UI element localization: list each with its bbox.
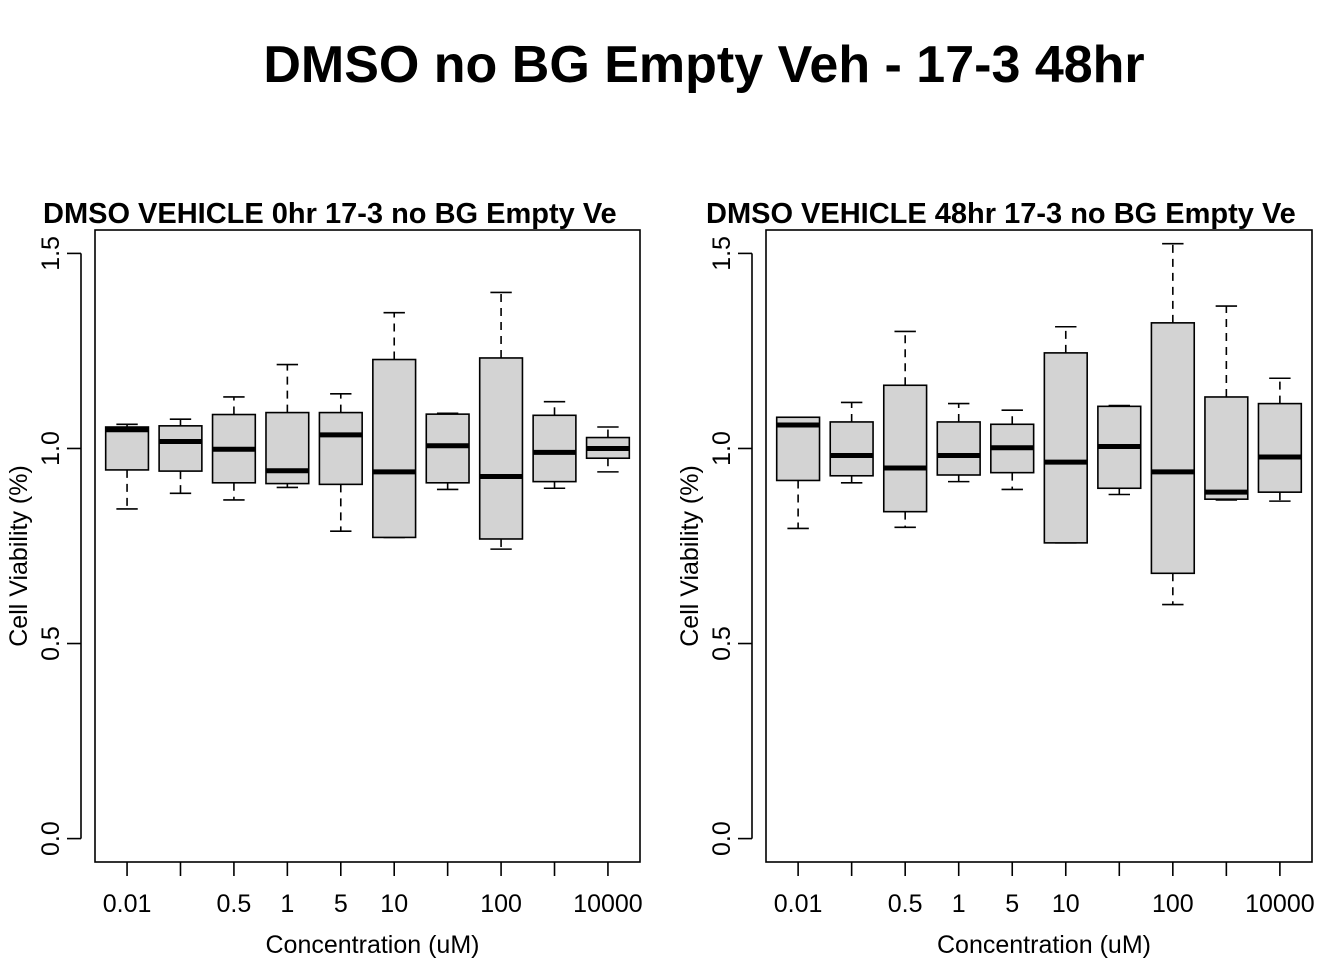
x-axis-label: Concentration (uM) — [266, 931, 480, 959]
box-1 — [936, 402, 981, 483]
boxplot-panel-0hr: DMSO VEHICLE 0hr 17-3 no BG Empty Ve 0.0 0… — [5, 198, 643, 959]
box-iqr — [158, 425, 203, 472]
box-iqr — [936, 421, 981, 476]
box-0.5 — [882, 330, 928, 529]
y-tick-label: 1.0 — [708, 431, 736, 466]
box-iqr — [318, 411, 363, 486]
x-tick-label: 0.01 — [774, 890, 823, 918]
box-100 — [478, 291, 524, 550]
box-iqr — [882, 384, 928, 513]
box-iqr — [1150, 322, 1196, 575]
box-0.1 — [158, 418, 203, 495]
y-tick-label: 1.0 — [37, 431, 65, 466]
x-tick-label: 5 — [1005, 890, 1019, 918]
box-iqr — [1257, 402, 1303, 493]
y-tick-label: 0.5 — [37, 626, 65, 661]
x-tick-label: 10000 — [573, 890, 643, 918]
x-tick-label: 0.5 — [217, 890, 252, 918]
box-1000 — [532, 400, 577, 490]
box-0.5 — [211, 396, 257, 501]
box-50 — [1097, 404, 1142, 496]
x-tick-label: 5 — [334, 890, 348, 918]
x-tick-label: 10000 — [1245, 890, 1315, 918]
box-10 — [372, 311, 417, 539]
x-tick-label: 0.01 — [103, 890, 152, 918]
box-50 — [425, 412, 470, 491]
box-100 — [1150, 242, 1196, 606]
x-tick-label: 0.5 — [888, 890, 923, 918]
box-iqr — [775, 416, 821, 482]
box-iqr — [829, 421, 874, 477]
figure-title: DMSO no BG Empty Veh - 17-3 48hr — [263, 36, 1144, 94]
box-10 — [1043, 325, 1088, 544]
box-10000 — [1257, 377, 1303, 502]
box-iqr — [372, 358, 417, 539]
box-5 — [990, 409, 1035, 491]
x-tick-label: 100 — [480, 890, 522, 918]
box-iqr — [532, 414, 577, 483]
y-tick-label: 0.5 — [708, 626, 736, 661]
panel-title: DMSO VEHICLE 0hr 17-3 no BG Empty Ve — [43, 198, 617, 230]
box-0.1 — [829, 401, 874, 484]
y-axis-label: Cell Viability (%) — [5, 465, 33, 647]
box-0.01 — [775, 416, 821, 530]
box-5 — [318, 393, 363, 532]
x-tick-label: 10 — [380, 890, 408, 918]
box-1000 — [1204, 305, 1249, 501]
plot-frame — [765, 229, 1313, 863]
x-tick-label: 1 — [280, 890, 294, 918]
boxplot-panel-48hr: DMSO VEHICLE 48hr 17-3 no BG Empty Ve 0.0… — [676, 198, 1315, 959]
x-axis-label: Concentration (uM) — [937, 931, 1151, 959]
box-iqr — [1043, 352, 1088, 544]
box-iqr — [1204, 396, 1249, 500]
x-tick-label: 1 — [952, 890, 966, 918]
y-tick-label: 1.5 — [708, 236, 736, 271]
box-1 — [265, 363, 310, 489]
y-tick-label: 0.0 — [708, 821, 736, 856]
x-tick-label: 10 — [1052, 890, 1080, 918]
box-0.01 — [104, 423, 150, 510]
box-iqr — [425, 413, 470, 484]
box-10000 — [585, 426, 631, 473]
y-tick-label: 0.0 — [37, 821, 65, 856]
box-iqr — [478, 357, 524, 540]
box-iqr — [104, 426, 150, 471]
plot-frame — [94, 229, 641, 863]
x-tick-label: 100 — [1152, 890, 1194, 918]
panel-title: DMSO VEHICLE 48hr 17-3 no BG Empty Ve — [706, 198, 1296, 230]
y-axis-label: Cell Viability (%) — [676, 465, 704, 647]
y-tick-label: 1.5 — [37, 236, 65, 271]
